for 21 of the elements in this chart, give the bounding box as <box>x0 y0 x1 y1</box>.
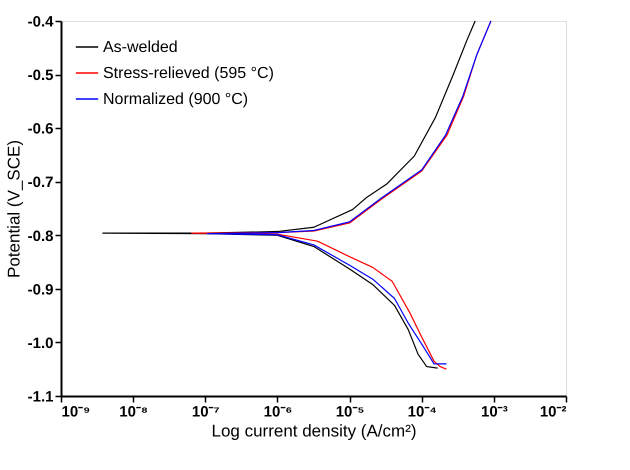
x-tick-label: 10⁻⁵ <box>336 404 364 420</box>
x-tick-label: 10⁻⁸ <box>119 404 148 420</box>
y-tick-label: -0.4 <box>28 14 54 30</box>
x-tick-label: 10⁻⁷ <box>192 404 220 420</box>
legend-label: As-welded <box>103 39 178 56</box>
y-tick-label: -0.9 <box>28 281 54 298</box>
y-tick-label: -0.8 <box>28 228 54 245</box>
y-tick-label: -0.6 <box>28 120 54 138</box>
y-tick-label: -1.1 <box>28 388 54 406</box>
y-tick-label: -1.0 <box>28 334 54 352</box>
y-axis-title: Potential (V_SCE) <box>4 140 24 278</box>
x-tick-label: 10⁻⁶ <box>264 404 292 420</box>
x-tick-label: 10⁻³ <box>481 404 508 420</box>
y-tick-label: -0.7 <box>28 174 54 192</box>
x-tick-label: 10⁻⁹ <box>62 404 90 420</box>
x-axis-title: Log current density (A/cm²) <box>211 422 417 440</box>
legend-label: Normalized (900 °C) <box>103 91 248 108</box>
y-tick-label: -0.5 <box>28 67 54 84</box>
legend-label: Stress-relieved (595 °C) <box>103 65 274 82</box>
x-tick-label: 10⁻⁴ <box>408 404 437 420</box>
x-tick-label: 10⁻² <box>540 404 566 420</box>
